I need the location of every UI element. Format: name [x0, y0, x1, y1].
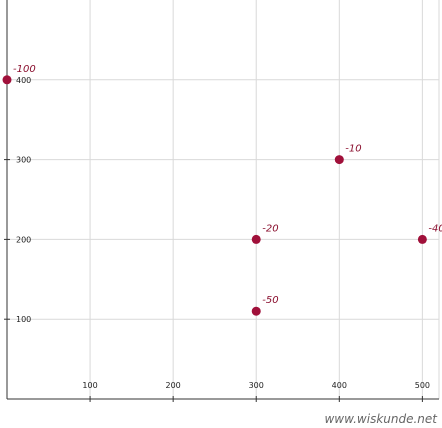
data-points	[2, 75, 427, 316]
data-point-0	[2, 75, 12, 85]
data-point-2	[251, 234, 261, 244]
watermark: www.wiskunde.net	[324, 412, 437, 426]
x-tick-label-500: 500	[415, 381, 430, 390]
data-point-1	[334, 155, 344, 165]
tick-labels: 100 200 300 400 500 100 200 300 400	[16, 76, 430, 390]
data-label-2: -20	[262, 223, 278, 234]
data-point-4	[251, 306, 261, 316]
axes	[4, 0, 439, 402]
data-labels: -100 -10 -20 -40 -50	[13, 64, 442, 306]
x-tick-label-300: 300	[249, 381, 264, 390]
y-tick-label-300: 300	[16, 156, 31, 165]
data-label-3: -40	[428, 223, 442, 234]
grid	[7, 0, 440, 399]
data-point-3	[417, 234, 427, 244]
data-label-4: -50	[262, 295, 278, 306]
x-tick-label-100: 100	[82, 381, 97, 390]
data-label-1: -10	[345, 144, 361, 155]
y-tick-label-100: 100	[16, 315, 31, 324]
y-tick-label-200: 200	[16, 235, 31, 244]
y-tick-label-400: 400	[16, 76, 31, 85]
data-label-0: -100	[13, 64, 36, 75]
x-tick-label-400: 400	[332, 381, 347, 390]
x-tick-label-200: 200	[166, 381, 181, 390]
